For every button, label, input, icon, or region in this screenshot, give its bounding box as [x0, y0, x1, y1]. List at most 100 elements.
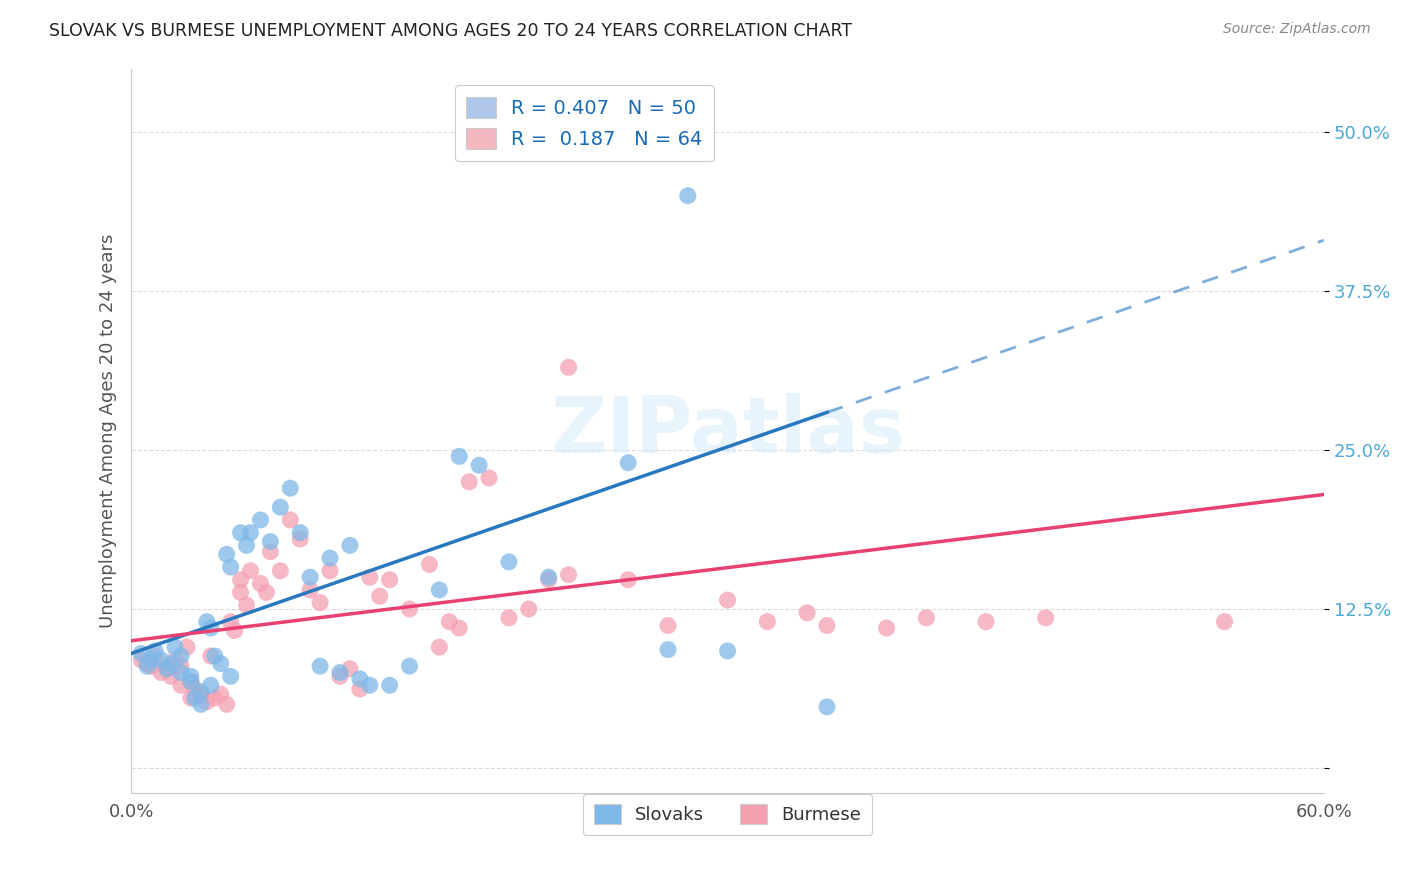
Point: [359, 678, 381, 692]
Point: [180, 674, 202, 689]
Point: [150, 653, 173, 667]
Point: [254, 585, 277, 599]
Point: [180, 674, 202, 689]
Point: [204, 648, 226, 663]
Point: [449, 450, 471, 464]
Legend: Slovaks, Burmese: Slovaks, Burmese: [582, 794, 873, 835]
Point: [229, 573, 252, 587]
Text: SLOVAK VS BURMESE UNEMPLOYMENT AMONG AGES 20 TO 24 YEARS CORRELATION CHART: SLOVAK VS BURMESE UNEMPLOYMENT AMONG AGE…: [49, 22, 852, 40]
Point: [129, 647, 152, 661]
Point: [184, 682, 207, 697]
Point: [139, 653, 162, 667]
Point: [219, 560, 242, 574]
Point: [259, 545, 281, 559]
Point: [176, 640, 198, 654]
Point: [716, 644, 738, 658]
Point: [290, 525, 312, 540]
Point: [617, 456, 640, 470]
Point: [339, 662, 361, 676]
Point: [478, 471, 501, 485]
Point: [215, 698, 238, 712]
Point: [160, 657, 183, 671]
Point: [915, 611, 938, 625]
Point: [815, 699, 838, 714]
Point: [249, 576, 271, 591]
Point: [427, 582, 450, 597]
Point: [876, 621, 898, 635]
Point: [163, 653, 186, 667]
Point: [299, 570, 322, 584]
Point: [329, 665, 352, 680]
Point: [309, 659, 332, 673]
Point: [319, 551, 342, 566]
Y-axis label: Unemployment Among Ages 20 to 24 years: Unemployment Among Ages 20 to 24 years: [100, 234, 117, 628]
Point: [143, 648, 166, 663]
Point: [439, 615, 461, 629]
Point: [170, 648, 193, 663]
Point: [309, 596, 332, 610]
Point: [427, 640, 450, 654]
Point: [229, 525, 252, 540]
Point: [319, 564, 342, 578]
Point: [359, 570, 381, 584]
Point: [537, 573, 560, 587]
Point: [156, 662, 179, 676]
Point: [204, 690, 226, 705]
Point: [249, 513, 271, 527]
Point: [378, 573, 401, 587]
Point: [557, 360, 579, 375]
Point: [974, 615, 997, 629]
Point: [219, 615, 242, 629]
Point: [269, 564, 291, 578]
Point: [290, 532, 312, 546]
Point: [229, 585, 252, 599]
Point: [418, 558, 440, 572]
Point: [349, 672, 371, 686]
Point: [657, 618, 679, 632]
Point: [239, 564, 262, 578]
Point: [498, 555, 520, 569]
Point: [378, 678, 401, 692]
Point: [150, 665, 173, 680]
Point: [156, 662, 179, 676]
Point: [815, 618, 838, 632]
Point: [278, 513, 301, 527]
Point: [657, 642, 679, 657]
Point: [398, 602, 420, 616]
Point: [239, 525, 262, 540]
Point: [219, 669, 242, 683]
Text: Source: ZipAtlas.com: Source: ZipAtlas.com: [1223, 22, 1371, 37]
Point: [184, 690, 207, 705]
Point: [329, 669, 352, 683]
Point: [200, 648, 222, 663]
Point: [170, 678, 193, 692]
Text: ZIPatlas: ZIPatlas: [550, 393, 905, 469]
Point: [1035, 611, 1057, 625]
Point: [163, 640, 186, 654]
Point: [200, 621, 222, 635]
Point: [368, 589, 391, 603]
Point: [209, 657, 232, 671]
Point: [215, 547, 238, 561]
Point: [180, 690, 202, 705]
Point: [209, 687, 232, 701]
Point: [756, 615, 779, 629]
Point: [468, 458, 491, 473]
Point: [136, 659, 159, 673]
Point: [170, 665, 193, 680]
Point: [1213, 615, 1236, 629]
Point: [259, 534, 281, 549]
Point: [170, 659, 193, 673]
Point: [349, 682, 371, 697]
Point: [278, 481, 301, 495]
Point: [339, 538, 361, 552]
Point: [190, 698, 212, 712]
Point: [398, 659, 420, 673]
Point: [136, 657, 159, 671]
Point: [537, 570, 560, 584]
Point: [449, 621, 471, 635]
Point: [190, 687, 212, 701]
Point: [195, 695, 218, 709]
Point: [195, 615, 218, 629]
Point: [299, 582, 322, 597]
